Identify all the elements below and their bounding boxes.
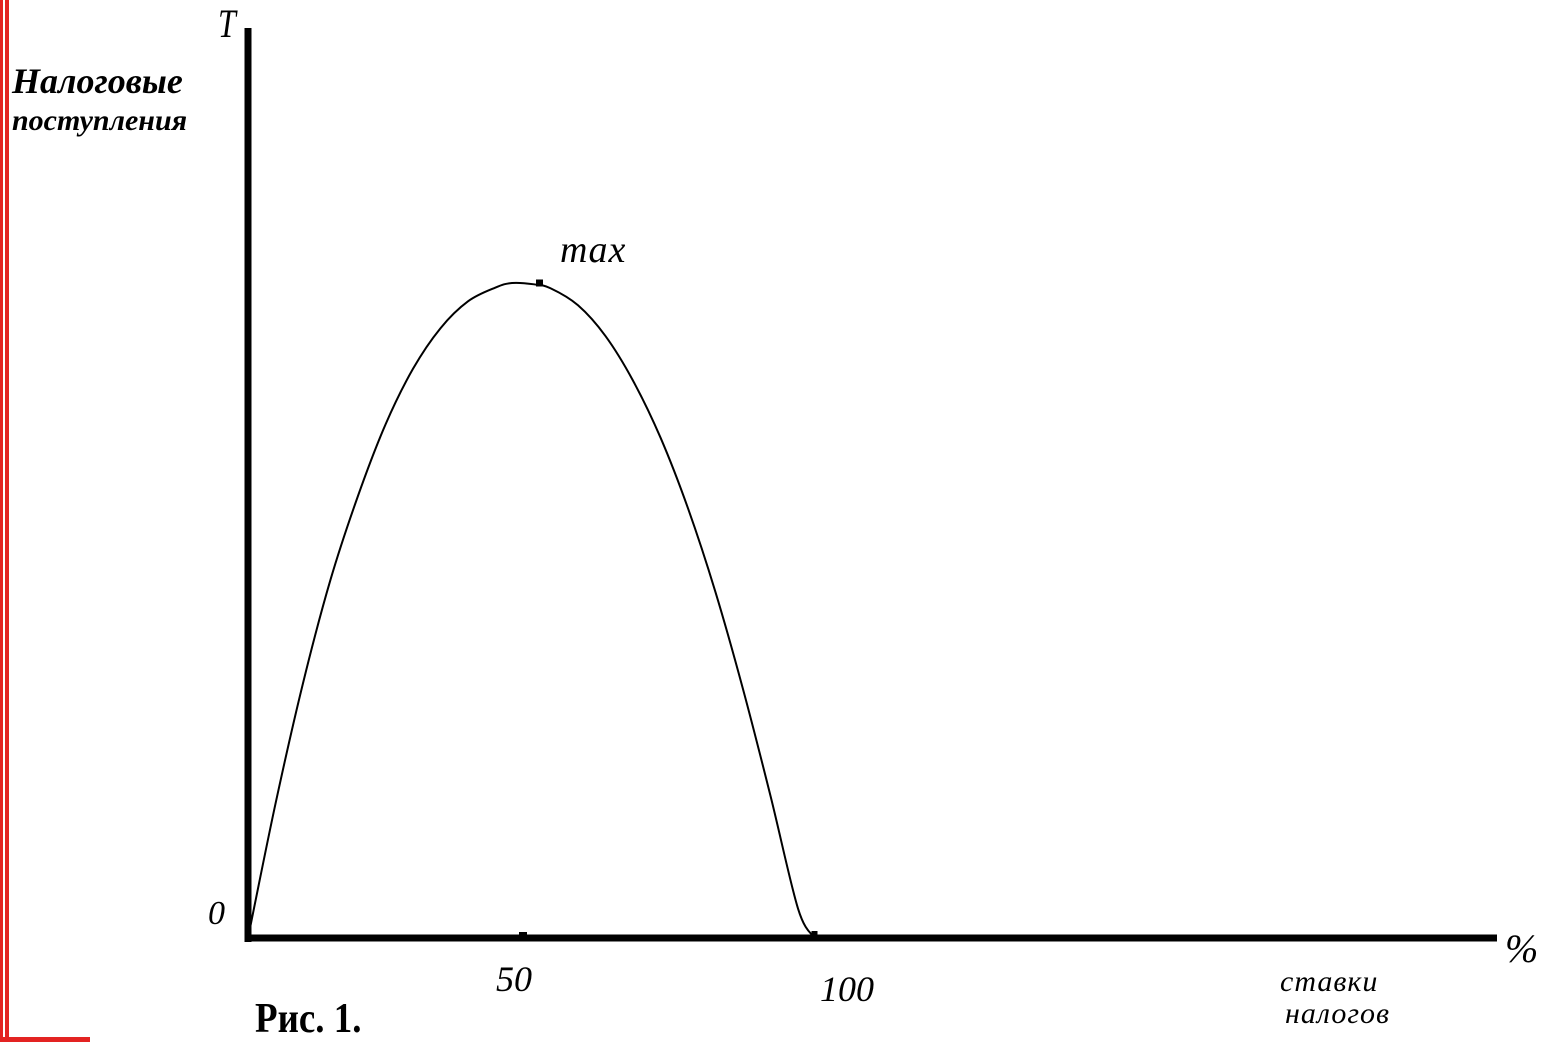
figure-caption: Рис. 1.	[255, 996, 362, 1042]
peak-marker	[536, 279, 543, 287]
y-axis-letter: T	[218, 1, 236, 46]
x-axis-unit: %	[1505, 926, 1539, 971]
x-tick-100	[811, 931, 818, 937]
x-tick-label-100: 100	[820, 969, 874, 1009]
tax-revenue-curve	[247, 281, 816, 939]
origin-label: 0	[208, 895, 225, 932]
x-tick-label-50: 50	[496, 959, 532, 999]
x-tick-50	[519, 932, 527, 938]
y-axis-label-line2: поступления	[12, 104, 188, 137]
left-border-inner-line	[3, 0, 5, 1042]
peak-label: max	[560, 229, 627, 271]
x-axis-label-line2: налогов	[1285, 997, 1391, 1030]
y-axis-label-line1: Налоговые	[12, 61, 183, 101]
x-axis-label-line1: ставки	[1280, 965, 1379, 998]
bottom-border-decoration	[0, 1037, 90, 1042]
